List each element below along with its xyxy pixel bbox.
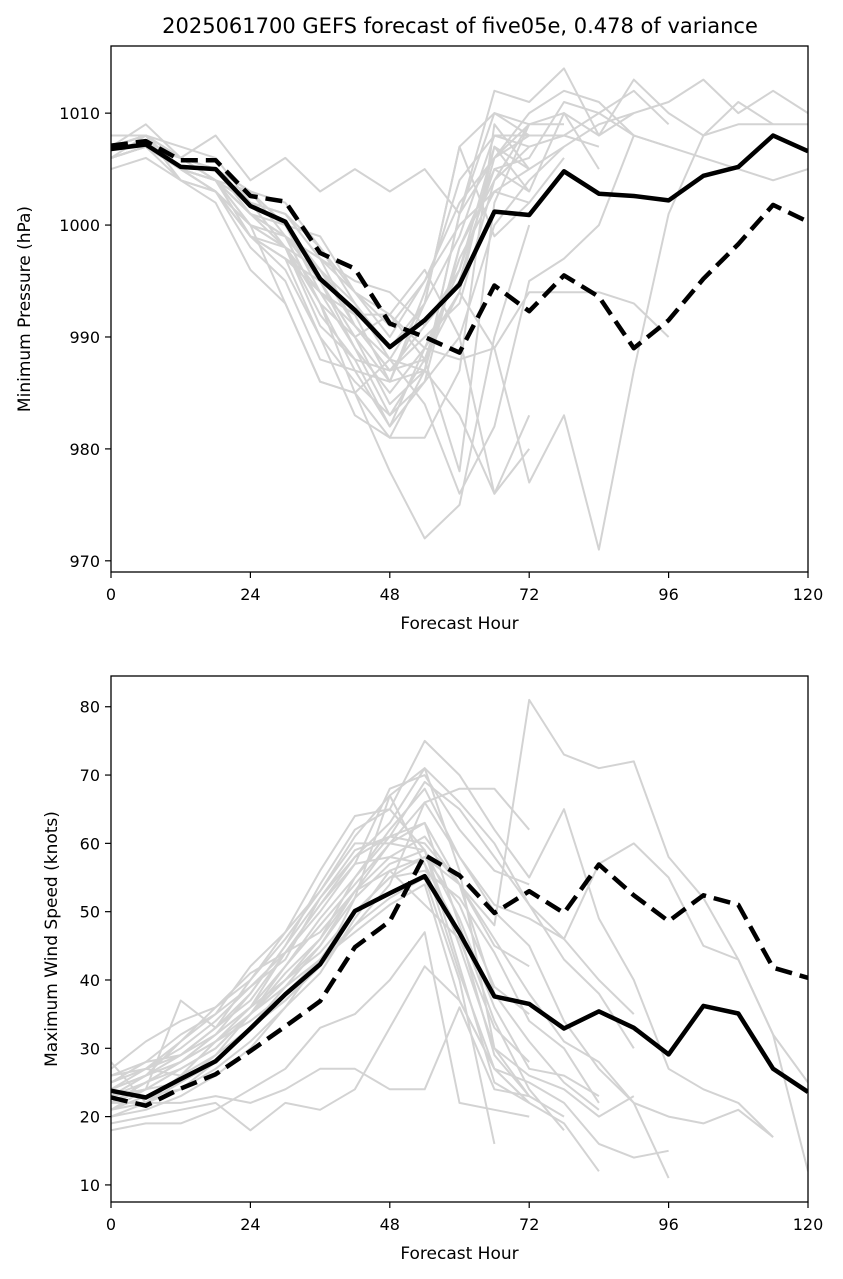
wind-x-tick-label: 48 <box>380 1215 400 1234</box>
pressure-dashed-series-line <box>111 138 808 355</box>
pressure-x-tick-label: 96 <box>658 585 678 604</box>
pressure-series-lines <box>111 133 808 355</box>
pressure-x-tick-label: 120 <box>793 585 824 604</box>
wind-y-tick-label: 70 <box>80 766 100 785</box>
wind-y-tick-label: 50 <box>80 903 100 922</box>
wind-y-tick-label: 40 <box>80 971 100 990</box>
wind-ensemble-member-line <box>111 931 530 1132</box>
pressure-x-axis-label: Forecast Hour <box>400 614 518 634</box>
wind-x-axis-label: Forecast Hour <box>400 1244 518 1264</box>
wind-y-tick-label: 10 <box>80 1176 100 1195</box>
pressure-y-tick-label: 980 <box>69 440 100 459</box>
wind-ensemble-member-line <box>111 767 635 1118</box>
wind-x-tick-label: 24 <box>240 1215 260 1234</box>
wind-y-tick-label: 30 <box>80 1039 100 1058</box>
pressure-y-ticks: 970 980 990 1000 1010 <box>59 104 111 571</box>
pressure-x-tick-label: 72 <box>519 585 539 604</box>
pressure-y-tick-label: 1000 <box>59 216 100 235</box>
pressure-x-tick-label: 24 <box>240 585 260 604</box>
pressure-x-tick-label: 0 <box>106 585 116 604</box>
pressure-plot-frame <box>110 45 809 573</box>
wind-y-tick-label: 80 <box>80 698 100 717</box>
wind-ensemble-member-line <box>111 835 530 1084</box>
wind-ensemble-member-line <box>111 1006 530 1104</box>
wind-ensemble-member-line <box>111 801 635 1111</box>
wind-series-lines <box>111 852 808 1108</box>
pressure-y-axis-label: Minimum Pressure (hPa) <box>15 206 35 412</box>
wind-ensemble-member-line <box>111 883 669 1159</box>
pressure-ensemble-member-line <box>111 101 774 551</box>
wind-dashed-series-line <box>111 852 808 1108</box>
pressure-x-ticks: 0 24 48 72 96 120 <box>106 572 823 604</box>
wind-y-tick-label: 60 <box>80 834 100 853</box>
wind-x-tick-label: 120 <box>793 1215 824 1234</box>
wind-ensemble-member-line <box>111 869 530 1118</box>
wind-y-axis-label: Maximum Wind Speed (knots) <box>42 811 62 1067</box>
pressure-x-tick-label: 48 <box>380 585 400 604</box>
wind-plot-frame <box>110 675 809 1203</box>
pressure-panel: 0 24 48 72 96 120 970 980 990 1000 1010 Forecast … <box>15 45 823 634</box>
wind-ensemble-lines <box>111 698 808 1179</box>
wind-y-ticks: 10 20 30 40 50 60 70 80 <box>80 698 111 1195</box>
pressure-solid-series-line <box>111 133 808 350</box>
pressure-y-tick-label: 970 <box>69 552 100 571</box>
pressure-y-tick-label: 990 <box>69 328 100 347</box>
wind-x-tick-label: 0 <box>106 1215 116 1234</box>
wind-panel: 0 24 48 72 96 120 10 20 30 40 50 60 70 80 Forecast H… <box>42 675 823 1264</box>
wind-ensemble-member-line <box>111 856 530 1077</box>
wind-x-ticks: 0 24 48 72 96 120 <box>106 1202 823 1234</box>
chart-title: 2025061700 GEFS forecast of five05e, 0.4… <box>162 14 758 38</box>
wind-ensemble-member-line <box>111 739 774 1138</box>
wind-y-tick-label: 20 <box>80 1108 100 1127</box>
wind-ensemble-member-line <box>111 842 600 1097</box>
wind-x-tick-label: 72 <box>519 1215 539 1234</box>
wind-solid-series-line <box>111 873 808 1100</box>
wind-ensemble-member-line <box>111 767 808 1084</box>
pressure-y-tick-label: 1010 <box>59 104 100 123</box>
wind-x-tick-label: 96 <box>658 1215 678 1234</box>
wind-ensemble-member-line <box>111 774 530 1091</box>
